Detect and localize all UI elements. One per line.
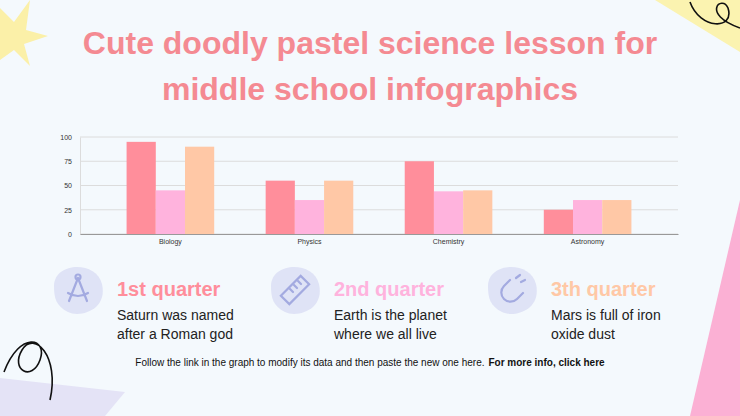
bar — [266, 181, 295, 234]
grid — [80, 137, 678, 234]
footer: Follow the link in the graph to modify i… — [40, 357, 700, 368]
lavender-grid — [0, 378, 125, 416]
decorations — [0, 0, 740, 416]
bar — [185, 147, 214, 234]
x-axis-line — [81, 234, 679, 235]
x-axis: Biology Physics Chemistry Astronomy — [81, 235, 679, 246]
y-tick: 75 — [64, 158, 80, 165]
y-tick-label: 100 — [60, 134, 72, 141]
bar — [434, 191, 463, 234]
bar — [295, 200, 324, 234]
yellow-corner — [655, 0, 740, 52]
legend-icons — [54, 267, 537, 314]
footer-link[interactable]: For more info, click here — [488, 357, 604, 368]
x-tick: Biology — [159, 238, 182, 246]
note: Mars is full of iron oxide dust — [551, 306, 696, 344]
x-tick-label: Astronomy — [571, 238, 605, 246]
y-axis-line — [80, 138, 81, 235]
y-tick: 100 — [60, 134, 80, 141]
x-tick: Physics — [297, 238, 322, 246]
x-tick-label: Chemistry — [433, 238, 465, 246]
y-tick: 0 — [68, 231, 80, 238]
y-axis: 0 25 50 75 100 — [60, 134, 80, 238]
y-tick: 25 — [64, 206, 80, 213]
icon-blob — [271, 267, 320, 314]
icon — [281, 276, 309, 304]
title: Cute doodly pastel science lesson for mi… — [60, 20, 680, 112]
icon — [68, 275, 88, 302]
bar — [156, 190, 185, 234]
bar — [463, 190, 492, 234]
icon — [501, 275, 525, 302]
grid-line — [80, 161, 678, 162]
yellow-star — [0, 0, 48, 66]
grid-line — [80, 185, 678, 186]
icon-blob — [488, 267, 537, 314]
pink-triangle — [690, 200, 740, 416]
y-tick: 50 — [64, 182, 80, 189]
legend-heading: 2nd quarter — [334, 278, 444, 301]
y-tick-label: 25 — [64, 206, 72, 213]
x-tick-label: Biology — [159, 238, 182, 246]
x-tick: Chemistry — [433, 238, 465, 246]
bar — [602, 200, 631, 234]
icon-blob — [54, 267, 103, 314]
legend-heading: 3th quarter — [551, 278, 655, 301]
note: Saturn was named after a Roman god — [117, 306, 262, 344]
bar — [544, 210, 573, 234]
bar — [324, 181, 353, 234]
y-tick-label: 0 — [68, 231, 72, 238]
x-tick: Astronomy — [571, 238, 605, 246]
bar — [405, 161, 434, 234]
doodle-bottom — [4, 342, 52, 400]
legend-heading: 1st quarter — [117, 278, 220, 301]
x-tick-label: Physics — [297, 238, 322, 246]
stage: 0 25 50 75 100 Biology Physics Chemistry Astrono… — [0, 0, 740, 416]
grid-line — [80, 137, 678, 138]
bar — [127, 142, 156, 234]
bar — [573, 200, 602, 234]
bars — [127, 142, 632, 234]
y-tick-label: 50 — [64, 182, 72, 189]
note: Earth is the planet where we all live — [334, 306, 479, 344]
y-tick-label: 75 — [64, 158, 72, 165]
doodle-top — [690, 2, 740, 28]
footer-text: Follow the link in the graph to modify i… — [135, 357, 484, 368]
